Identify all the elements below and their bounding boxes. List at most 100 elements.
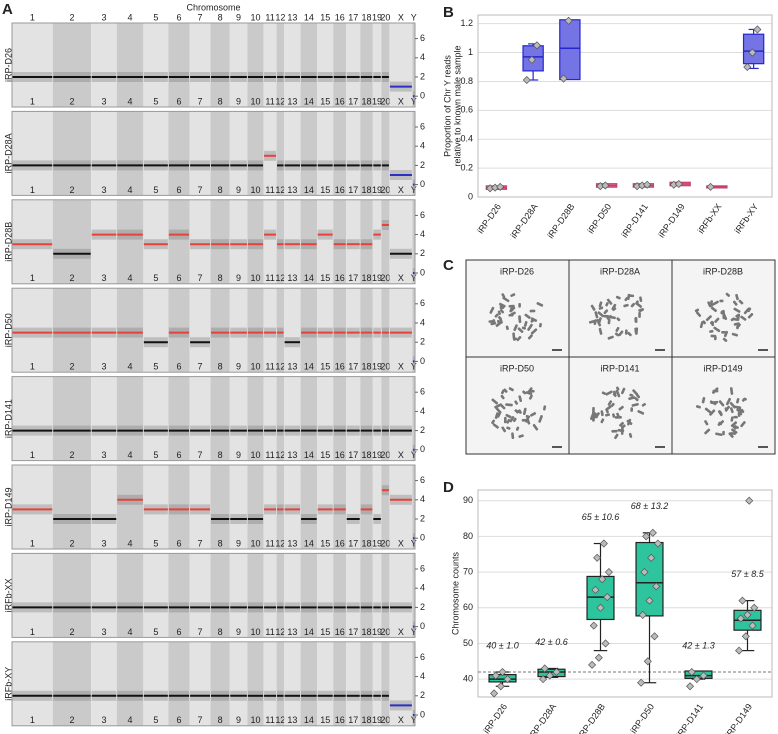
chromosome-band	[412, 111, 415, 196]
chromosome-label: 9	[236, 185, 241, 195]
data-point	[643, 180, 652, 189]
chromosome-band	[116, 641, 144, 726]
micrograph-label: iRP-D149	[703, 363, 742, 373]
chromosome-label: 13	[287, 627, 297, 637]
chromosome-label: 16	[335, 715, 345, 725]
chromosome-band	[284, 376, 301, 461]
chromosome-label: 1	[30, 715, 35, 725]
chromosome-band	[12, 465, 53, 549]
chromosome-label: 7	[198, 538, 203, 548]
chromosome	[631, 402, 639, 407]
chromosome-label: 16	[335, 450, 345, 460]
chromosome	[523, 320, 528, 327]
data-point	[736, 614, 745, 623]
chromosome-label: 15	[320, 450, 330, 460]
y-tick-label: 90	[463, 495, 473, 505]
chromosome-label: 13	[287, 273, 297, 283]
chromosome	[492, 423, 499, 429]
chromosome-label: 5	[153, 450, 158, 460]
chromosome	[713, 326, 721, 333]
chromosome-band	[263, 199, 277, 284]
chromosome	[598, 327, 603, 335]
chromosome-band	[189, 23, 211, 107]
chromosome	[704, 428, 711, 435]
chromosome-band	[52, 376, 92, 461]
chromosome-band	[360, 465, 373, 549]
chromosome	[508, 387, 514, 392]
chromosome-band	[317, 465, 334, 549]
chromosome-label: 16	[335, 185, 345, 195]
chromosome-label: 3	[101, 96, 106, 106]
chromosome-label: 2	[69, 538, 74, 548]
chromosome-band	[284, 465, 301, 549]
chromosome	[714, 317, 720, 323]
chromosome	[729, 407, 734, 414]
x-tick-label: iRP-D149	[724, 702, 755, 734]
chromosome-label: 18	[362, 273, 372, 283]
sample-label: iRP-D26	[3, 48, 13, 82]
chromosome-band	[333, 465, 347, 549]
chromosome-band	[189, 376, 211, 461]
chromosome	[638, 308, 645, 313]
chromosome-band	[91, 23, 117, 107]
data-point	[637, 678, 646, 687]
chromosome	[635, 302, 643, 308]
chromosome-band	[333, 23, 347, 107]
chromosome-band	[389, 641, 413, 726]
y-tick-label: 4	[420, 406, 425, 416]
chromosome-label: 6	[176, 450, 181, 460]
chromosome	[489, 306, 495, 314]
chromosome	[514, 409, 520, 413]
y-tick-label: 0.4	[460, 134, 473, 144]
chromosome	[620, 426, 624, 435]
chromosome	[514, 400, 519, 405]
chromosome	[516, 335, 522, 342]
chromosome-band	[229, 376, 248, 461]
chromosome-label: 2	[69, 12, 74, 22]
y-tick-label: 2	[420, 602, 425, 612]
chromosome-band	[333, 641, 347, 726]
annotation: 68 ± 13.2	[631, 501, 668, 511]
chromosome-band	[346, 23, 361, 107]
chromosome	[532, 423, 539, 431]
chromosome	[505, 325, 509, 330]
y-tick-label: 2	[420, 160, 425, 170]
data-point	[643, 657, 652, 666]
chromosome-band	[284, 553, 301, 638]
chromosome	[612, 390, 617, 395]
chromosome-band	[247, 376, 264, 461]
y-tick-label: 2	[420, 690, 425, 700]
chromosome-band	[276, 376, 285, 461]
chromosome	[591, 415, 596, 422]
data-point	[669, 180, 678, 189]
chromosome	[518, 434, 524, 438]
chromosome-band	[116, 288, 144, 373]
chromosome	[741, 397, 747, 402]
micrograph-label: iRP-D26	[500, 266, 534, 276]
chromosome-label: X	[398, 538, 404, 548]
chromosome-band	[346, 553, 361, 638]
chromosome-label: 13	[287, 715, 297, 725]
chromosome	[525, 391, 533, 396]
micrograph-label: iRP-D141	[600, 363, 639, 373]
chromosome-band	[210, 465, 230, 549]
chromosome-band	[247, 199, 264, 284]
chromosome-label: 14	[304, 12, 314, 22]
chromosome-band	[168, 199, 190, 284]
chromosome-label: X	[398, 12, 404, 22]
chromosome-label: 15	[320, 627, 330, 637]
chromosome	[708, 300, 714, 308]
micrograph-label: iRP-D28B	[703, 266, 743, 276]
chromosome-band	[210, 641, 230, 726]
chromosome-band	[168, 23, 190, 107]
chromosome-band	[300, 111, 318, 196]
chromosome-band	[210, 23, 230, 107]
chromosome-band	[412, 199, 415, 284]
chromosome	[518, 316, 522, 321]
chromosome	[510, 293, 516, 298]
chromosome-label: 6	[176, 12, 181, 22]
chromosome-label: 11	[265, 12, 274, 22]
chromosome-band	[276, 111, 285, 196]
chromosome-label: 13	[287, 538, 297, 548]
data-point	[638, 610, 647, 619]
